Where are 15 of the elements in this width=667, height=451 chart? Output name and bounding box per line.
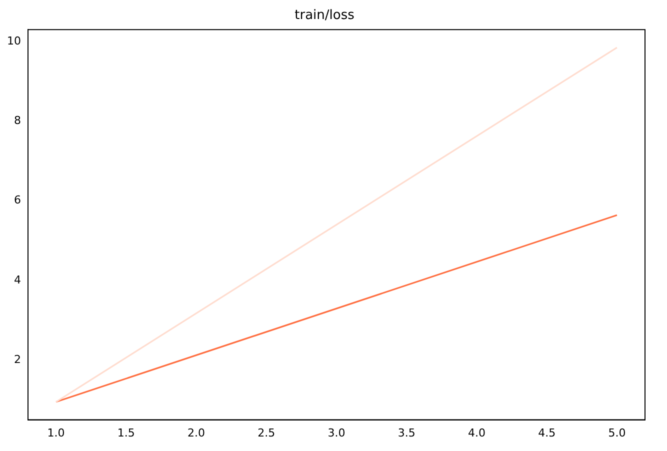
y-tick-label: 2 [14, 352, 21, 366]
x-tick-label: 2.5 [258, 426, 276, 440]
y-tick-label: 10 [6, 34, 21, 48]
x-tick-label: 5.0 [608, 426, 626, 440]
y-tick-label: 4 [14, 273, 21, 286]
chart-title: train/loss [294, 8, 355, 24]
x-tick-label: 3.5 [398, 426, 416, 440]
x-tick-label: 1.5 [117, 426, 135, 440]
y-tick-label: 8 [14, 114, 21, 128]
x-tick-label: 3.0 [328, 426, 346, 440]
y-tick-label: 6 [14, 194, 21, 207]
x-tick-label: 4.5 [538, 426, 556, 440]
x-tick-label: 1.0 [47, 426, 65, 440]
x-tick-label: 2.0 [188, 426, 206, 440]
x-tick-label: 4.0 [468, 426, 486, 440]
